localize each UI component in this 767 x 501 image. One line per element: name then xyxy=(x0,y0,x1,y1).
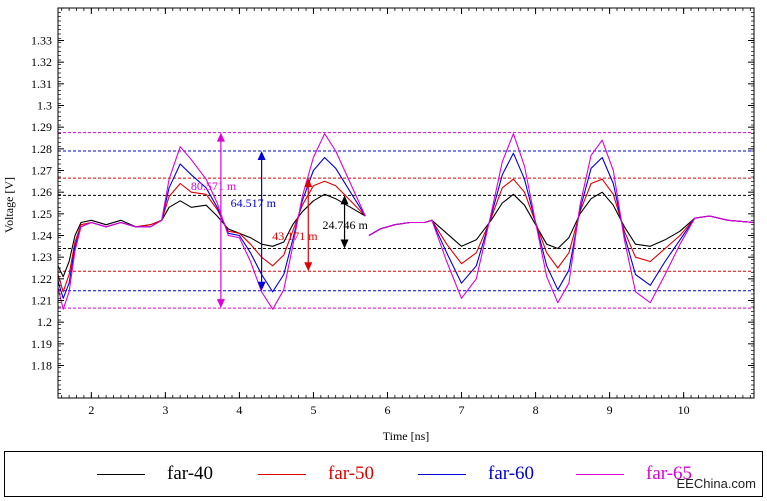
legend-item-far-65: far-65 xyxy=(576,463,692,485)
arrow-head-down xyxy=(216,299,225,309)
y-tick-label: 1.24 xyxy=(31,229,52,243)
arrow-head-down xyxy=(340,239,349,249)
arrow-head-up xyxy=(340,195,349,205)
reference-lines xyxy=(58,132,754,309)
y-tick-label: 1.26 xyxy=(31,185,52,199)
legend-label: far-50 xyxy=(328,463,375,484)
arrow-head-up xyxy=(304,178,313,188)
legend-item-far-60: far-60 xyxy=(418,463,534,485)
y-tick-label: 1.19 xyxy=(31,337,52,351)
y-tick-label: 1.29 xyxy=(31,120,52,134)
y-tick-label: 1.33 xyxy=(31,34,52,48)
y-tick-label: 1.2 xyxy=(37,315,52,329)
legend-swatch xyxy=(576,473,624,475)
y-tick-label: 1.31 xyxy=(31,77,52,91)
arrow-head-down xyxy=(257,281,266,291)
series-line-far-50 xyxy=(368,178,755,269)
series-line-far-40 xyxy=(57,193,366,278)
legend-item-far-40: far-40 xyxy=(97,463,213,485)
arrow-head-up xyxy=(216,132,225,142)
x-tick-label: 9 xyxy=(607,403,613,417)
watermark-text: EEChina.com xyxy=(676,476,756,491)
legend-swatch xyxy=(258,473,306,475)
y-tick-label: 1.18 xyxy=(31,359,52,373)
measurement-label: 80.571 m xyxy=(191,179,237,193)
y-axis-label: Voltage [V] xyxy=(2,177,16,233)
chart-area: 80.571 m 64.517 m 43.171 m 24.746 m 2 3 4 5 6 7 8… xyxy=(2,7,755,443)
arrow-head-down xyxy=(304,262,313,272)
y-tick-label: 1.25 xyxy=(31,207,52,221)
legend-label: far-60 xyxy=(488,463,535,484)
y-tick-label: 1.28 xyxy=(31,142,52,156)
x-tick-label: 6 xyxy=(384,403,390,417)
arrow-head-up xyxy=(257,151,266,160)
legend-swatch xyxy=(418,473,466,475)
plot-frame xyxy=(57,7,755,399)
series-line-far-65 xyxy=(57,133,366,310)
axis-ticks: 2 3 4 5 6 7 8 9 10 1.18 1.19 1.2 1.21 1.22 1.23 1.24 1.2… xyxy=(31,7,754,417)
x-tick-label: 2 xyxy=(88,403,94,417)
x-tick-label: 8 xyxy=(533,403,539,417)
x-tick-label: 7 xyxy=(459,403,465,417)
measurement-label: 24.746 m xyxy=(323,218,369,232)
legend-swatch xyxy=(97,473,145,475)
series-line-far-50 xyxy=(57,180,366,293)
legend-label: far-40 xyxy=(167,463,214,484)
y-tick-label: 1.32 xyxy=(31,55,52,69)
y-tick-label: 1.21 xyxy=(31,294,52,308)
y-tick-label: 1.27 xyxy=(31,164,52,178)
x-tick-label: 4 xyxy=(236,403,242,417)
legend-label: far-65 xyxy=(646,463,693,484)
series-line-far-65 xyxy=(368,133,755,304)
y-tick-label: 1.3 xyxy=(37,99,52,113)
x-tick-label: 5 xyxy=(310,403,316,417)
annotations: 80.571 m 64.517 m 43.171 m 24.746 m xyxy=(191,132,369,309)
measurement-label: 43.171 m xyxy=(272,229,318,243)
legend: far-40 far-50 far-60 far-65 EEChina.com xyxy=(4,451,763,497)
series-lines xyxy=(57,133,755,310)
y-tick-label: 1.22 xyxy=(31,272,52,286)
x-tick-label: 3 xyxy=(162,403,168,417)
x-axis-label: Time [ns] xyxy=(383,429,430,443)
series-line-far-40 xyxy=(368,191,755,250)
legend-item-far-50: far-50 xyxy=(258,463,374,485)
y-tick-label: 1.23 xyxy=(31,250,52,264)
measurement-label: 64.517 m xyxy=(231,196,277,210)
x-tick-label: 10 xyxy=(678,403,690,417)
